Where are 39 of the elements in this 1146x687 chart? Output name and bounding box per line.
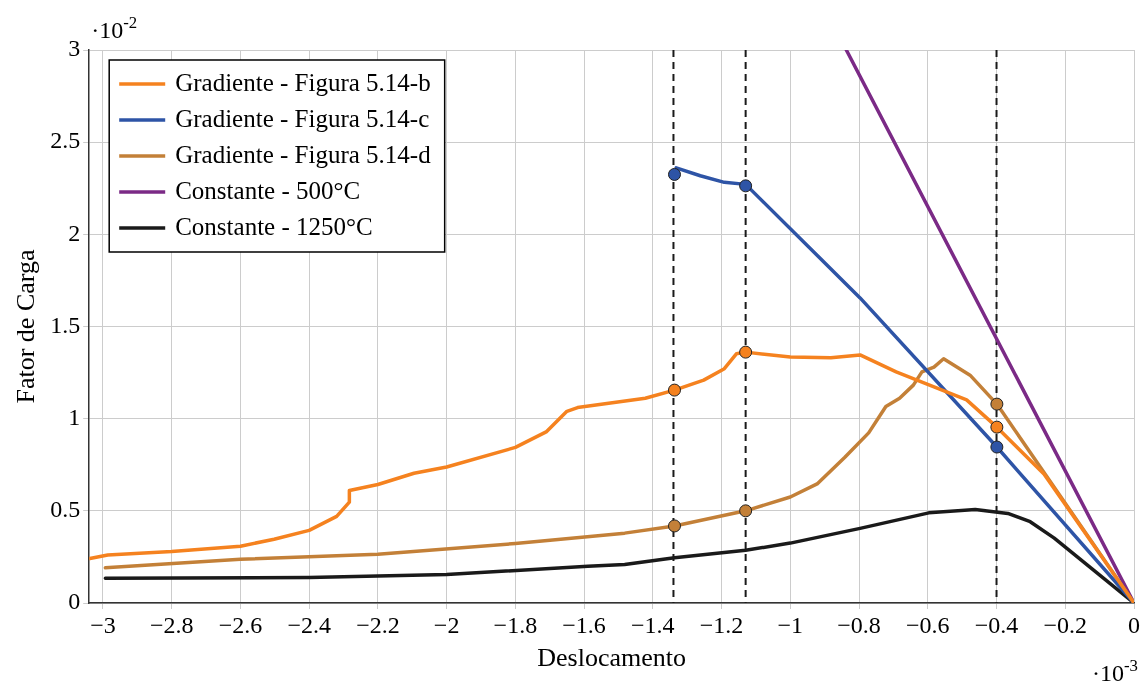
point [739, 345, 753, 359]
x-tick-label: −1.2 [699, 611, 744, 638]
x-tick-label: −0.8 [837, 611, 881, 638]
point [739, 179, 753, 193]
point [990, 420, 1004, 434]
y-tick-label: 2 [68, 219, 81, 246]
x-tick-label: −2.2 [356, 611, 400, 638]
x-tick-label: −0.4 [974, 611, 1019, 638]
y-tick-label: 0.5 [50, 496, 81, 523]
y-tick-label: 1.5 [50, 311, 81, 338]
x-tick-label: −1.6 [562, 611, 606, 638]
legend-label: Constante - 500°C [175, 176, 361, 204]
x-tick-label: −1 [777, 611, 804, 638]
point [990, 440, 1004, 454]
x-tick-label: −3 [90, 611, 116, 638]
legend-label: Gradiente - Figura 5.14-c [175, 104, 430, 132]
x-tick-label: −1.4 [631, 611, 675, 638]
x-tick-label: −1.8 [493, 611, 538, 638]
x-tick-label: −2.8 [149, 611, 194, 638]
point [667, 167, 681, 181]
legend-label: Gradiente - Figura 5.14-d [175, 140, 432, 168]
y-tick-label: 2.5 [50, 127, 81, 154]
x-tick-label: −2 [433, 611, 460, 638]
y-tick-label: 3 [68, 35, 81, 62]
x-axis-title: Deslocamento [537, 643, 686, 673]
x-tick-label: 0 [1128, 611, 1140, 638]
y-tick-label: 1 [68, 403, 81, 430]
x-tick-label: −2.6 [218, 611, 263, 638]
legend-label: Constante - 1250°C [175, 212, 373, 240]
y-axis-title: Fator de Carga [11, 249, 41, 404]
point [739, 504, 753, 518]
x-tick-label: −0.2 [1043, 611, 1088, 638]
x-tick-label: −0.6 [906, 611, 950, 638]
point [667, 383, 681, 397]
y-tick-label: 0 [68, 588, 81, 615]
point [990, 397, 1004, 411]
point [667, 519, 681, 533]
legend-label: Gradiente - Figura 5.14-b [175, 68, 431, 96]
x-tick-label: −2.4 [287, 611, 331, 638]
